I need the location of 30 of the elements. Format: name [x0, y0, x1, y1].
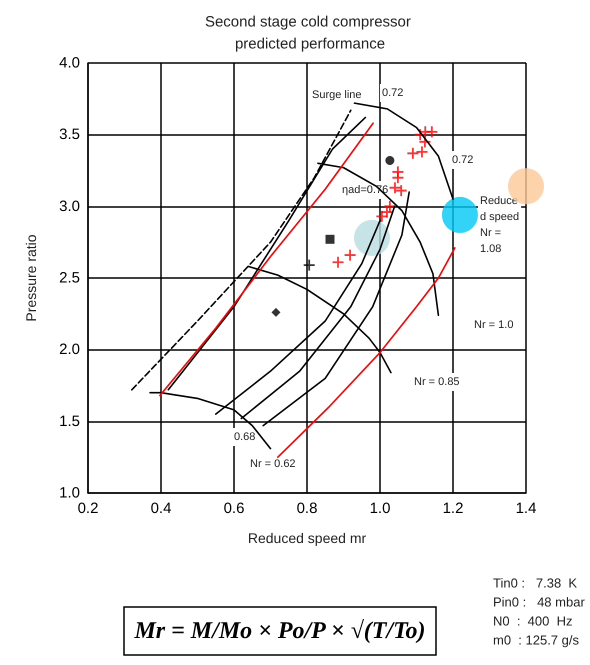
- annotation: 0.68: [234, 431, 256, 443]
- x-axis-title: Reduced speed mr: [248, 530, 366, 546]
- text: N0 : 400 Hz: [493, 614, 572, 628]
- text: Mr = M/Mo × Po/P × √(T/To): [133, 618, 426, 644]
- annotation: 0.72: [382, 87, 404, 99]
- y-tick-label: 2.0: [59, 341, 80, 358]
- x-tick-label: 0.6: [224, 500, 244, 517]
- chart-title: Second stage cold compressor predicted performance: [204, 14, 416, 52]
- y-tick-label: 3.5: [59, 126, 80, 144]
- x-tick-label: 1.4: [516, 500, 536, 517]
- x-tick-label: 1.0: [370, 500, 390, 517]
- x-tick-label: 0.8: [296, 500, 318, 517]
- annotation: Surge line: [312, 89, 362, 101]
- y-tick-label: 3.0: [59, 198, 80, 215]
- y-tick-label: 1.0: [59, 484, 80, 502]
- text: m0 : 125.7 g/s: [493, 632, 580, 648]
- text: Pin0 : 48 mbar: [493, 594, 586, 610]
- x-tick-label: 0.2: [78, 500, 98, 517]
- y-tick-label: 4.0: [59, 54, 80, 72]
- y-tick-label: 2.5: [59, 270, 80, 286]
- y-tick-label: 1.5: [59, 412, 80, 430]
- x-tick-label: 0.4: [150, 500, 172, 517]
- text: Tin0 : 7.38 K: [493, 576, 578, 590]
- x-tick-label: 1.2: [442, 500, 464, 517]
- annotation: Nr = 1.0: [474, 319, 514, 331]
- annotation: Nr = 0.62: [250, 458, 296, 470]
- annotation: 0.72: [452, 154, 474, 166]
- y-axis-title: Pressure ratio: [23, 234, 39, 322]
- annotation: Reduce d speed Nr = 1.08: [480, 195, 520, 255]
- annotation: Nr = 0.85: [414, 376, 460, 388]
